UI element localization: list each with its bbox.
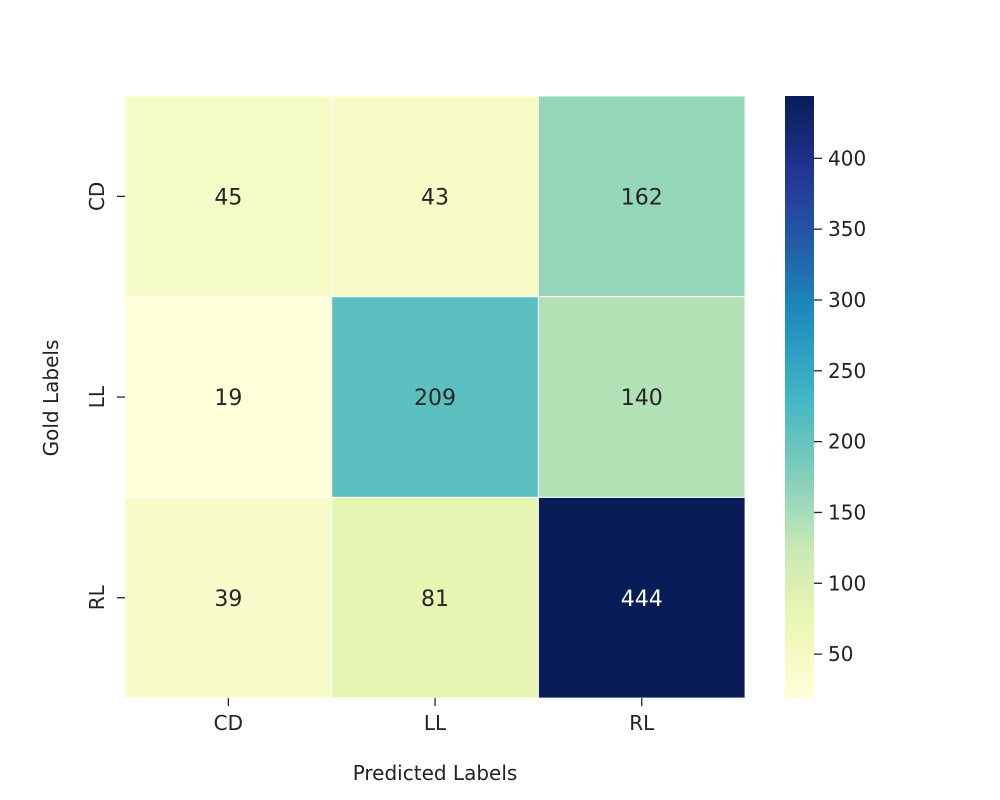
colorbar-tick-label: 50	[828, 642, 853, 666]
cell-value-label: 444	[621, 587, 663, 612]
x-axis-label: Predicted Labels	[353, 761, 518, 785]
heatmap-cell-cd-cd	[124, 95, 333, 298]
cell-value-label: 140	[621, 386, 663, 411]
x-tick-label: RL	[629, 711, 655, 735]
colorbar: 50 100 150 200 250 300 350 400	[785, 96, 866, 698]
heatmap-cell-ll-rl	[537, 296, 746, 498]
x-tick-label: CD	[214, 711, 243, 735]
heatmap-cell-ll-ll	[331, 296, 539, 498]
colorbar-gradient	[785, 96, 814, 698]
heatmap-cell-rl-cd	[124, 496, 333, 699]
colorbar-tick-label: 350	[828, 217, 866, 241]
x-tick-label: LL	[424, 711, 447, 735]
colorbar-tick-label: 150	[828, 500, 866, 524]
cell-value-label: 45	[214, 185, 242, 210]
cell-value-label: 209	[414, 386, 456, 411]
colorbar-tick-label: 100	[828, 571, 866, 595]
heatmap-cell-rl-ll	[331, 496, 539, 699]
colorbar-tick-label: 250	[828, 359, 866, 383]
y-axis: CD LL RL	[85, 182, 125, 610]
colorbar-tick-label: 400	[828, 146, 866, 170]
x-axis: CD LL RL	[214, 698, 655, 735]
cell-value-labels: 45 43 162 19 209 140 39 81 444	[214, 185, 662, 611]
y-tick-label: RL	[85, 584, 109, 610]
heatmap-cell-cd-ll	[331, 95, 539, 298]
cell-value-label: 39	[214, 587, 242, 612]
heatmap-cell-cd-rl	[537, 95, 746, 298]
colorbar-tick-label: 300	[828, 288, 866, 312]
cell-value-label: 43	[421, 185, 449, 210]
y-tick-label: CD	[85, 182, 109, 211]
cell-value-label: 81	[421, 587, 449, 612]
cell-value-label: 19	[214, 386, 242, 411]
y-axis-label: Gold Labels	[39, 340, 63, 457]
heatmap-cell-ll-cd	[124, 296, 333, 498]
heatmap-cells	[124, 95, 746, 699]
colorbar-tick-label: 200	[828, 430, 866, 454]
y-tick-label: LL	[85, 385, 109, 408]
cell-value-label: 162	[621, 185, 663, 210]
